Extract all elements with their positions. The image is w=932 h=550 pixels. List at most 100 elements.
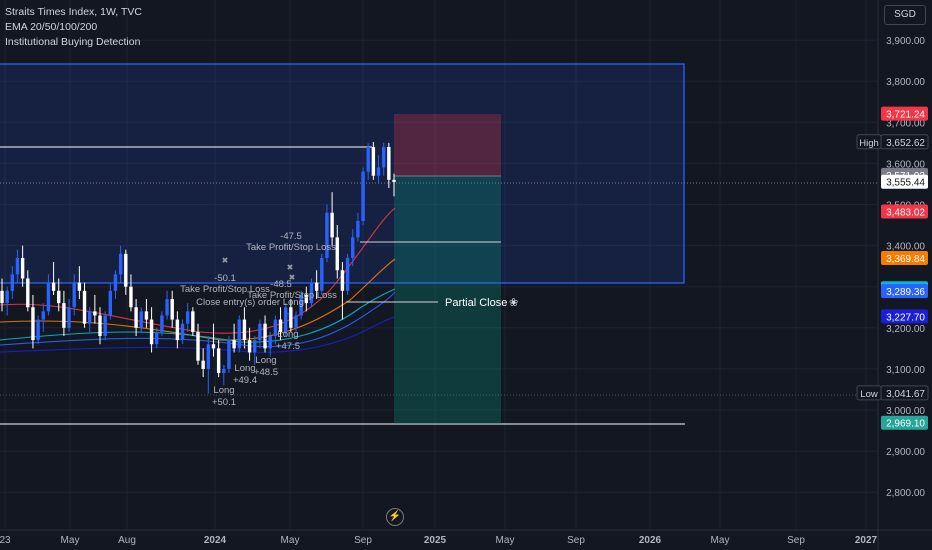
candle-body	[108, 290, 113, 316]
trade-annotation: -50.1	[214, 273, 236, 284]
price-label-box	[881, 174, 928, 189]
price-label-tag: High	[859, 138, 879, 149]
candle-body	[62, 303, 66, 328]
candle-body	[31, 307, 35, 341]
candle-body	[314, 282, 319, 291]
candle-body	[103, 315, 107, 337]
candle-body	[345, 257, 350, 291]
candle-body	[191, 311, 195, 332]
price-label: 3,041.67	[886, 389, 925, 400]
candle-body	[41, 311, 45, 320]
price-axis-tick: 3,100.00	[886, 365, 925, 376]
candle-body	[113, 274, 118, 291]
candle-body	[294, 315, 298, 328]
candle-body	[124, 253, 128, 287]
candle-body	[371, 146, 376, 176]
candle-body	[10, 274, 15, 291]
price-axis-tick: 3,900.00	[886, 36, 925, 47]
candle-body	[185, 311, 190, 324]
candle-body	[289, 307, 293, 328]
candle-body	[134, 307, 138, 328]
price-axis-tick: 3,600.00	[886, 159, 925, 170]
candle-body	[5, 290, 9, 304]
candle-body	[77, 282, 82, 291]
candle-body	[222, 368, 226, 374]
candle-body	[139, 311, 143, 328]
price-label-box	[881, 309, 928, 324]
candle-body	[36, 319, 40, 341]
exit-marker-icon: ✖	[289, 273, 296, 282]
trade-annotation: +47.5	[276, 341, 300, 352]
price-label: 3,289.36	[886, 287, 925, 298]
trade-annotation: -48.5	[270, 279, 292, 290]
candle-body	[149, 319, 154, 345]
trade-annotation: Take Profit/Stop Loss	[246, 242, 336, 253]
bell-icon: ❀	[509, 297, 518, 309]
candle-body	[211, 344, 216, 349]
price-label: 3,555.44	[886, 178, 925, 189]
candle-body	[155, 331, 159, 345]
price-label: 3,227.70	[886, 312, 925, 323]
candle-body	[283, 307, 288, 332]
arrow-up-icon: ↑	[264, 335, 269, 346]
time-axis-tick: 2025	[424, 535, 447, 546]
candle-body	[361, 171, 365, 221]
time-axis-tick: May	[496, 535, 515, 546]
price-axis-tick: 3,800.00	[886, 77, 925, 88]
candle-body	[237, 319, 241, 349]
candle-body	[340, 270, 345, 291]
indicator-ema-legend[interactable]: EMA 20/50/100/200	[5, 21, 98, 33]
price-label-box	[881, 250, 928, 265]
indicator-institutional-legend[interactable]: Institutional Buying Detection	[5, 36, 141, 48]
candle-body	[196, 331, 200, 361]
take-profit-zone	[394, 176, 501, 424]
candle-body	[98, 315, 102, 337]
price-axis-tick: 3,700.00	[886, 118, 925, 129]
time-axis-tick: May	[711, 535, 730, 546]
candle-body	[51, 282, 56, 291]
trade-annotation: +49.4	[233, 375, 257, 386]
price-axis-tick: 2,800.00	[886, 488, 925, 499]
price-label: 2,969.10	[886, 419, 925, 430]
time-axis-tick: Sep	[787, 535, 805, 546]
candle-body	[118, 253, 123, 275]
trade-annotation: Take Profit/Stop Loss	[180, 284, 270, 295]
lightning-icon[interactable]: ⚡	[386, 508, 404, 526]
candle-body	[278, 319, 283, 332]
candle-body	[87, 311, 92, 324]
price-label-tag: Low	[860, 389, 878, 400]
price-label: 3,652.62	[886, 138, 925, 149]
candle-body	[0, 290, 4, 304]
price-label: 3,483.02	[886, 207, 925, 218]
time-axis-tick: 2024	[204, 535, 227, 546]
time-axis-tick: 2027	[855, 535, 878, 546]
arrow-up-icon: ↑	[243, 342, 248, 353]
candle-body	[20, 257, 25, 279]
arrow-up-icon: ↑	[286, 310, 291, 321]
candle-body	[268, 336, 272, 349]
candle-body	[325, 212, 329, 258]
candle-body	[232, 340, 236, 349]
currency-button[interactable]: SGD	[884, 5, 926, 25]
trade-annotation: -47.5	[280, 231, 302, 242]
trade-annotation: +48.5	[254, 367, 278, 378]
ema-line-0	[0, 207, 396, 334]
candle-body	[67, 307, 71, 328]
candle-body	[320, 257, 324, 291]
price-axis-tick: 3,400.00	[886, 242, 925, 253]
candle-body	[165, 299, 169, 316]
price-label: 3,721.24	[886, 110, 925, 121]
candle-body	[356, 220, 360, 238]
trade-annotation: Close entry(s) order Long	[196, 297, 304, 308]
exit-marker-icon: ✖	[222, 256, 229, 265]
symbol-title[interactable]: Straits Times Index, 1W, TVC	[5, 6, 142, 18]
time-axis-tick: Aug	[118, 535, 136, 546]
candle-body	[227, 340, 231, 369]
candle-body	[253, 340, 257, 353]
price-label-tag-box	[856, 385, 882, 401]
candle-body	[201, 360, 205, 369]
time-axis-tick: Sep	[567, 535, 585, 546]
candle-body	[170, 299, 174, 320]
candle-body	[263, 323, 267, 349]
